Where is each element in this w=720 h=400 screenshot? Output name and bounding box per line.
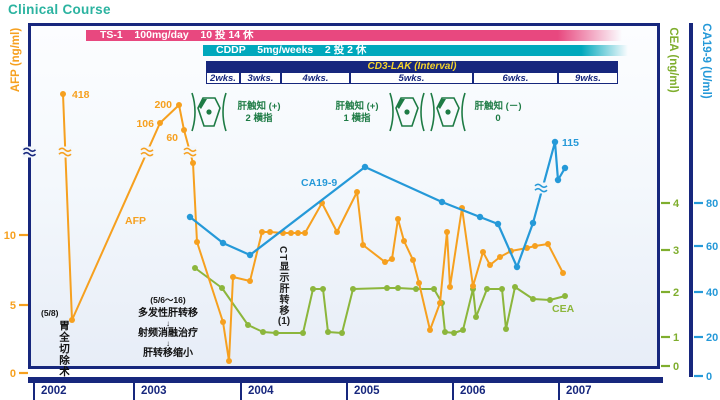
cea-axis-title: CEA (ng/ml): [667, 27, 679, 93]
cea-axis-tick-label: 3: [673, 245, 679, 257]
interval-cell: 5wks.: [350, 72, 473, 84]
interval-cell: 3wks.: [240, 72, 281, 84]
ca199-axis-title: CA19-9 (U/ml): [700, 23, 712, 99]
ca199-axis-tick-label: 80: [706, 198, 718, 210]
rfa-note-line: 肝转移缩小: [143, 348, 193, 359]
ct-liver-metastasis-note: CT显示肝转移: [277, 246, 288, 317]
figure-title: Clinical Course: [8, 2, 111, 17]
interval-cell: 4wks.: [281, 72, 350, 84]
rfa-note: 多发性肝转移 ↓ 射频消融治疗 ↓ 肝转移缩小: [118, 308, 218, 359]
gastrectomy-note: 胃全切除术: [58, 320, 70, 378]
palpation-line2: 2 横指: [245, 112, 273, 124]
rfa-date: (5/6～16): [150, 295, 186, 305]
year-cell: 2002: [33, 383, 133, 400]
liver-palpation-note: 肝触知 (+) 1 横指: [322, 101, 392, 124]
year-cell: 2006: [452, 383, 558, 400]
interval-cell: 2wks.: [206, 72, 240, 84]
interval-cell: 9wks.: [558, 72, 618, 84]
year-axis-bar: [28, 377, 663, 383]
cea-axis-tick-label: 1: [673, 332, 679, 344]
ca199-axis-tick-label: 20: [706, 332, 718, 344]
ts1-bar-label: TS-1 100mg/day 10 投 14 休: [100, 30, 254, 41]
liver-palpation-note: 肝触知 (－) 0: [463, 101, 533, 124]
liver-palpation-note: 肝触知 (+) 2 横指: [224, 101, 294, 124]
gastrectomy-date: (5/8): [41, 308, 59, 318]
afp-axis-title: AFP (ng/ml): [10, 27, 22, 93]
ct-note-count: (1): [277, 316, 291, 327]
interval-cell: 6wks.: [473, 72, 558, 84]
year-cell: 2007: [558, 383, 661, 400]
rfa-note-line: ↓: [166, 319, 170, 328]
palpation-line2: 1 横指: [343, 112, 371, 124]
cddp-treatment-bar: CDDP 5mg/weeks 2 投 2 休: [203, 45, 628, 56]
year-cell: 2005: [346, 383, 452, 400]
ca199-axis-tick-label: 0: [706, 371, 712, 383]
rfa-note-line: ↓: [166, 339, 170, 348]
palpation-line1: 肝触知 (+): [237, 101, 281, 112]
afp-axis-tick-label: 5: [10, 300, 16, 312]
afp-axis-tick-label: 0: [10, 368, 16, 380]
cd3-lak-label: CD3-LAK (Interval): [367, 61, 457, 72]
palpation-line1: 肝触知 (+): [335, 101, 379, 112]
ca199-axis-tick-label: 60: [706, 241, 718, 253]
ts1-treatment-bar: TS-1 100mg/day 10 投 14 休: [86, 30, 622, 41]
cea-axis-tick-label: 0: [673, 361, 679, 373]
year-cell: 2004: [240, 383, 346, 400]
ca199-axis-line: [689, 23, 693, 377]
palpation-line2: 0: [495, 112, 501, 124]
cea-axis-tick-label: 4: [673, 198, 680, 210]
afp-axis-tick-label: 10: [4, 230, 16, 242]
cddp-bar-label: CDDP 5mg/weeks 2 投 2 休: [216, 45, 367, 56]
rfa-note-line: 多发性肝转移: [138, 308, 198, 319]
cd3-lak-bar: CD3-LAK (Interval): [206, 61, 618, 72]
ca199-axis-tick-label: 40: [706, 287, 718, 299]
rfa-note-line: 射频消融治疗: [138, 328, 198, 339]
cea-axis-tick-label: 2: [673, 287, 679, 299]
palpation-line1: 肝触知 (－): [474, 101, 522, 112]
year-cell: 2003: [133, 383, 240, 400]
